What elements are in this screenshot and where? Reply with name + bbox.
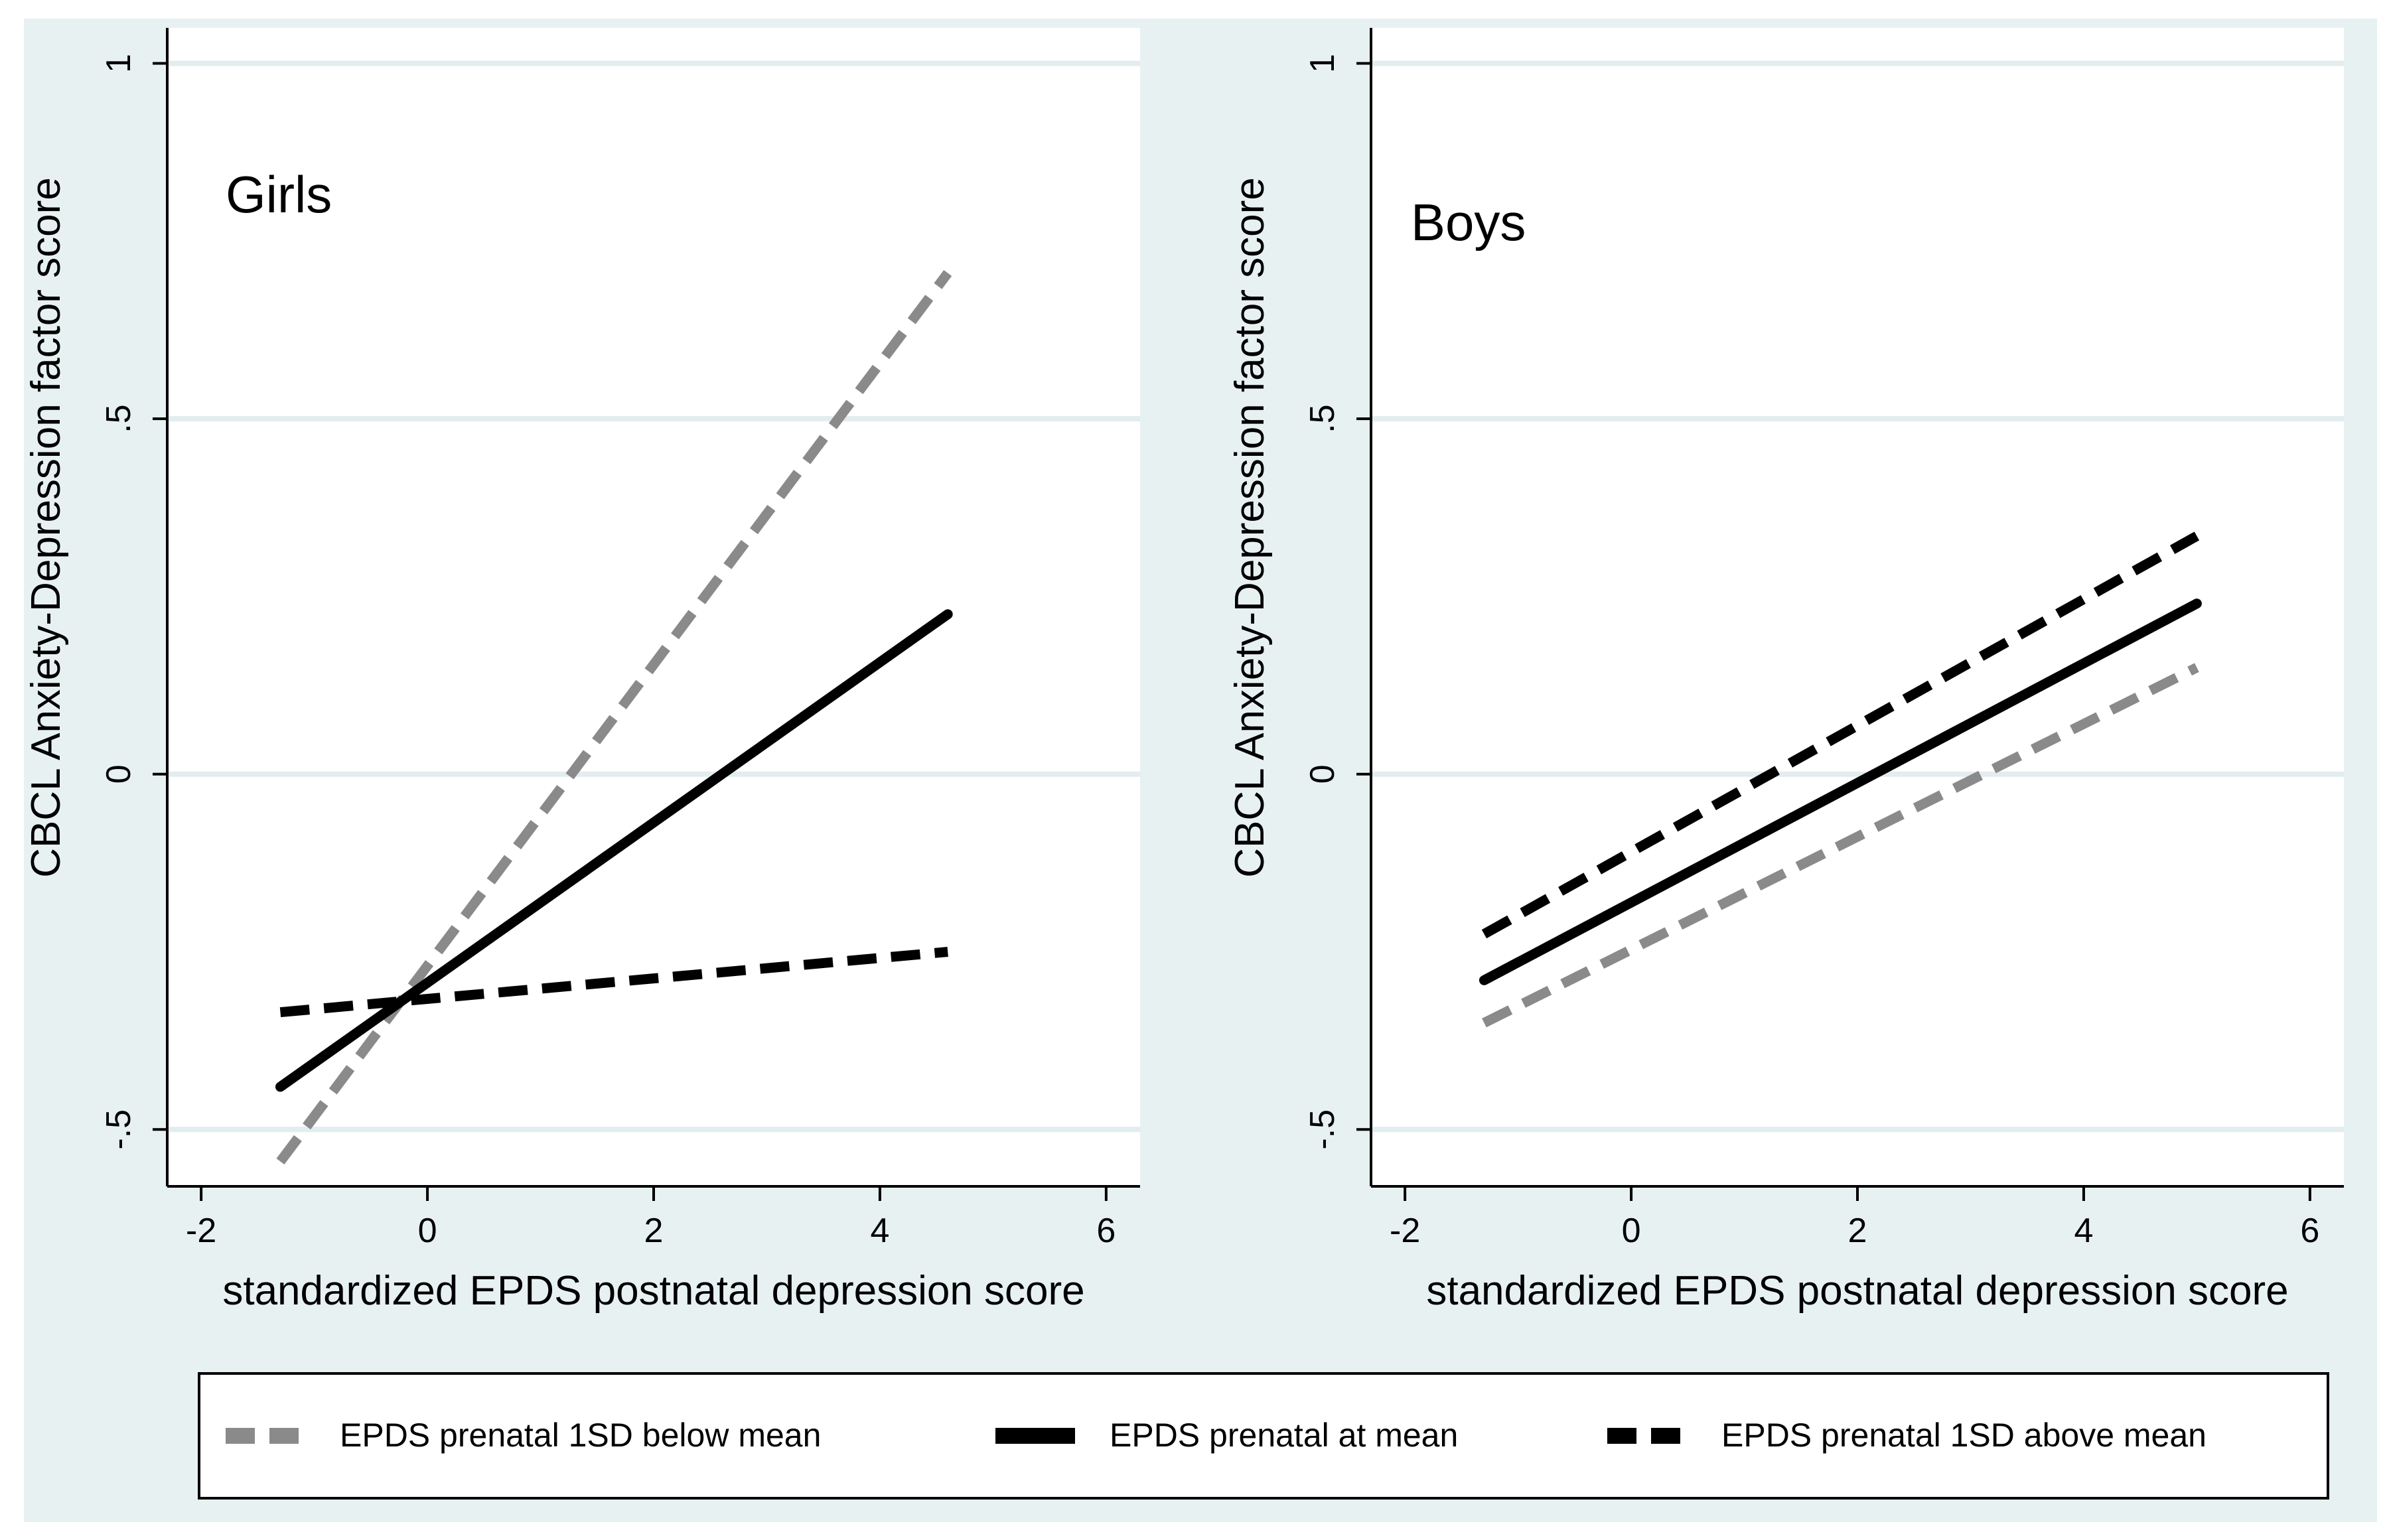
x-tick-label: 6	[2300, 1212, 2319, 1250]
series-line-at-mean	[1479, 598, 2202, 985]
x-tick-label: 2	[644, 1212, 664, 1250]
series-line-at-mean	[275, 609, 953, 1092]
y-axis-label: CBCL Anxiety-Depression factor score	[23, 177, 69, 878]
legend: EPDS prenatal 1SD below mean EPDS prenat…	[198, 1372, 2329, 1500]
legend-label-above-mean: EPDS prenatal 1SD above mean	[1721, 1417, 2207, 1454]
legend-box	[198, 1372, 2329, 1500]
series-line-below-mean	[1482, 663, 2199, 1028]
y-axis-label: CBCL Anxiety-Depression factor score	[1227, 177, 1273, 878]
x-axis-label: standardized EPDS postnatal depression s…	[1426, 1268, 2288, 1314]
x-tick-label: 4	[870, 1212, 889, 1250]
y-tick-label: 1	[100, 54, 138, 73]
x-axis-label: standardized EPDS postnatal depression s…	[222, 1268, 1084, 1314]
y-tick-label: .5	[1303, 404, 1342, 433]
y-tick-label: 0	[1303, 764, 1342, 784]
y-tick-label: -.5	[1303, 1109, 1342, 1150]
panel-girls: -.5 0 .5 1 -2 0 2 4 6 standardized EPDS postnatal…	[23, 28, 1140, 1314]
plot-area	[167, 28, 1140, 1186]
panel-title: Girls	[226, 165, 332, 224]
legend-label-below-mean: EPDS prenatal 1SD below mean	[340, 1417, 821, 1454]
x-tick-label: 2	[1848, 1212, 1867, 1250]
x-tick-label: -2	[1390, 1212, 1420, 1250]
x-tick-label: 0	[418, 1212, 437, 1250]
y-tick-label: 1	[1303, 54, 1342, 73]
panel-title: Boys	[1411, 193, 1526, 251]
series-line-above-mean	[1481, 531, 2200, 939]
y-tick-label: -.5	[100, 1109, 138, 1150]
x-tick-label: -2	[186, 1212, 216, 1250]
panel-boys: -.5 0 .5 1 -2 0 2 4 6 standardized EPDS postnatal…	[1227, 28, 2344, 1314]
legend-label-at-mean: EPDS prenatal at mean	[1110, 1417, 1458, 1454]
y-tick-label: 0	[100, 764, 138, 784]
x-tick-label: 4	[2074, 1212, 2093, 1250]
x-tick-label: 0	[1622, 1212, 1641, 1250]
y-tick-label: .5	[100, 404, 138, 433]
series-line-above-mean	[279, 947, 948, 1018]
x-tick-label: 6	[1096, 1212, 1116, 1250]
